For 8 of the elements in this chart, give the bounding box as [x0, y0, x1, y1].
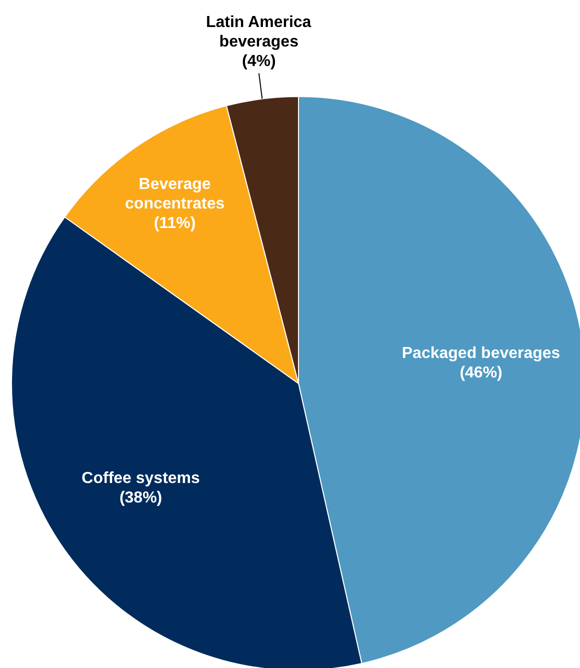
- slice-label: Latin America beverages: [206, 14, 312, 51]
- slice-label: Packaged beverages: [402, 344, 560, 362]
- data-label: (11%): [154, 214, 196, 232]
- data-label: (38%): [119, 490, 162, 507]
- slice-label: Coffee systems: [82, 470, 200, 488]
- data-label: (46%): [460, 364, 502, 382]
- data-label: (4%): [242, 53, 276, 70]
- slice-label: Beverage concentrates: [125, 176, 225, 212]
